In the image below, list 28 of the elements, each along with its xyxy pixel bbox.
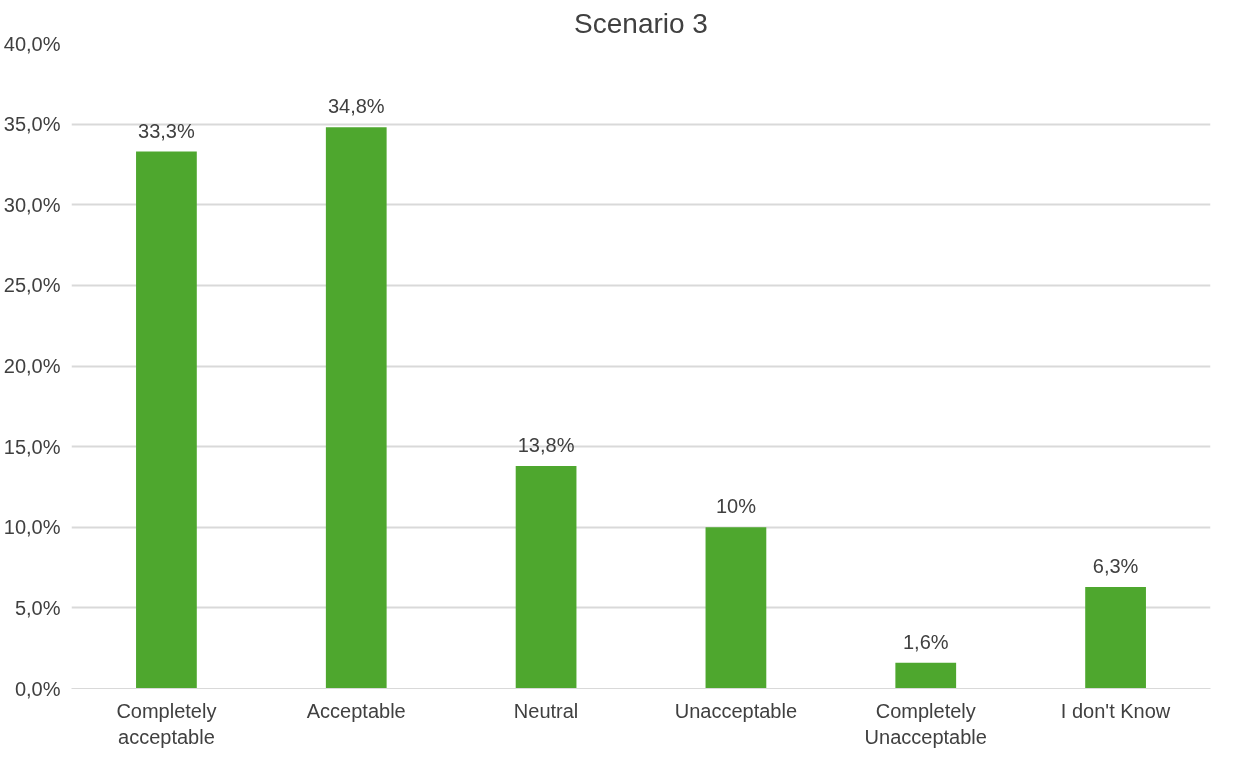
x-tick-label: Acceptable [306,699,406,722]
y-tick-label: 35,0% [3,113,61,136]
chart-title: Scenario 3 [574,7,708,39]
x-tick-label: Unacceptable [674,699,798,722]
bar [895,662,957,689]
y-tick-label: 40,0% [3,32,61,55]
y-tick-label: 25,0% [3,274,61,297]
data-label: 1,6% [902,630,949,653]
x-tick-label: Neutral [513,699,579,722]
bar [325,127,387,689]
data-label: 10% [715,495,757,518]
data-label: 6,3% [1092,554,1139,577]
y-tick-label: 20,0% [3,355,61,377]
data-label: 13,8% [517,433,575,456]
data-label: 33,3% [138,119,195,142]
x-tick-label: I don't Know [1060,699,1171,722]
bar [136,151,197,689]
bar [515,465,577,689]
x-tick-label: Completely Unacceptable [864,699,987,748]
y-tick-label: 30,0% [3,193,61,216]
bar [705,527,767,689]
x-tick-label: Completely acceptable [116,699,217,748]
y-tick-label: 10,0% [3,516,61,539]
y-tick-label: 5,0% [14,596,61,619]
y-tick-label: 0,0% [14,677,61,700]
y-tick-label: 15,0% [3,435,61,458]
bar [1085,586,1146,689]
data-label: 34,8% [327,95,385,118]
